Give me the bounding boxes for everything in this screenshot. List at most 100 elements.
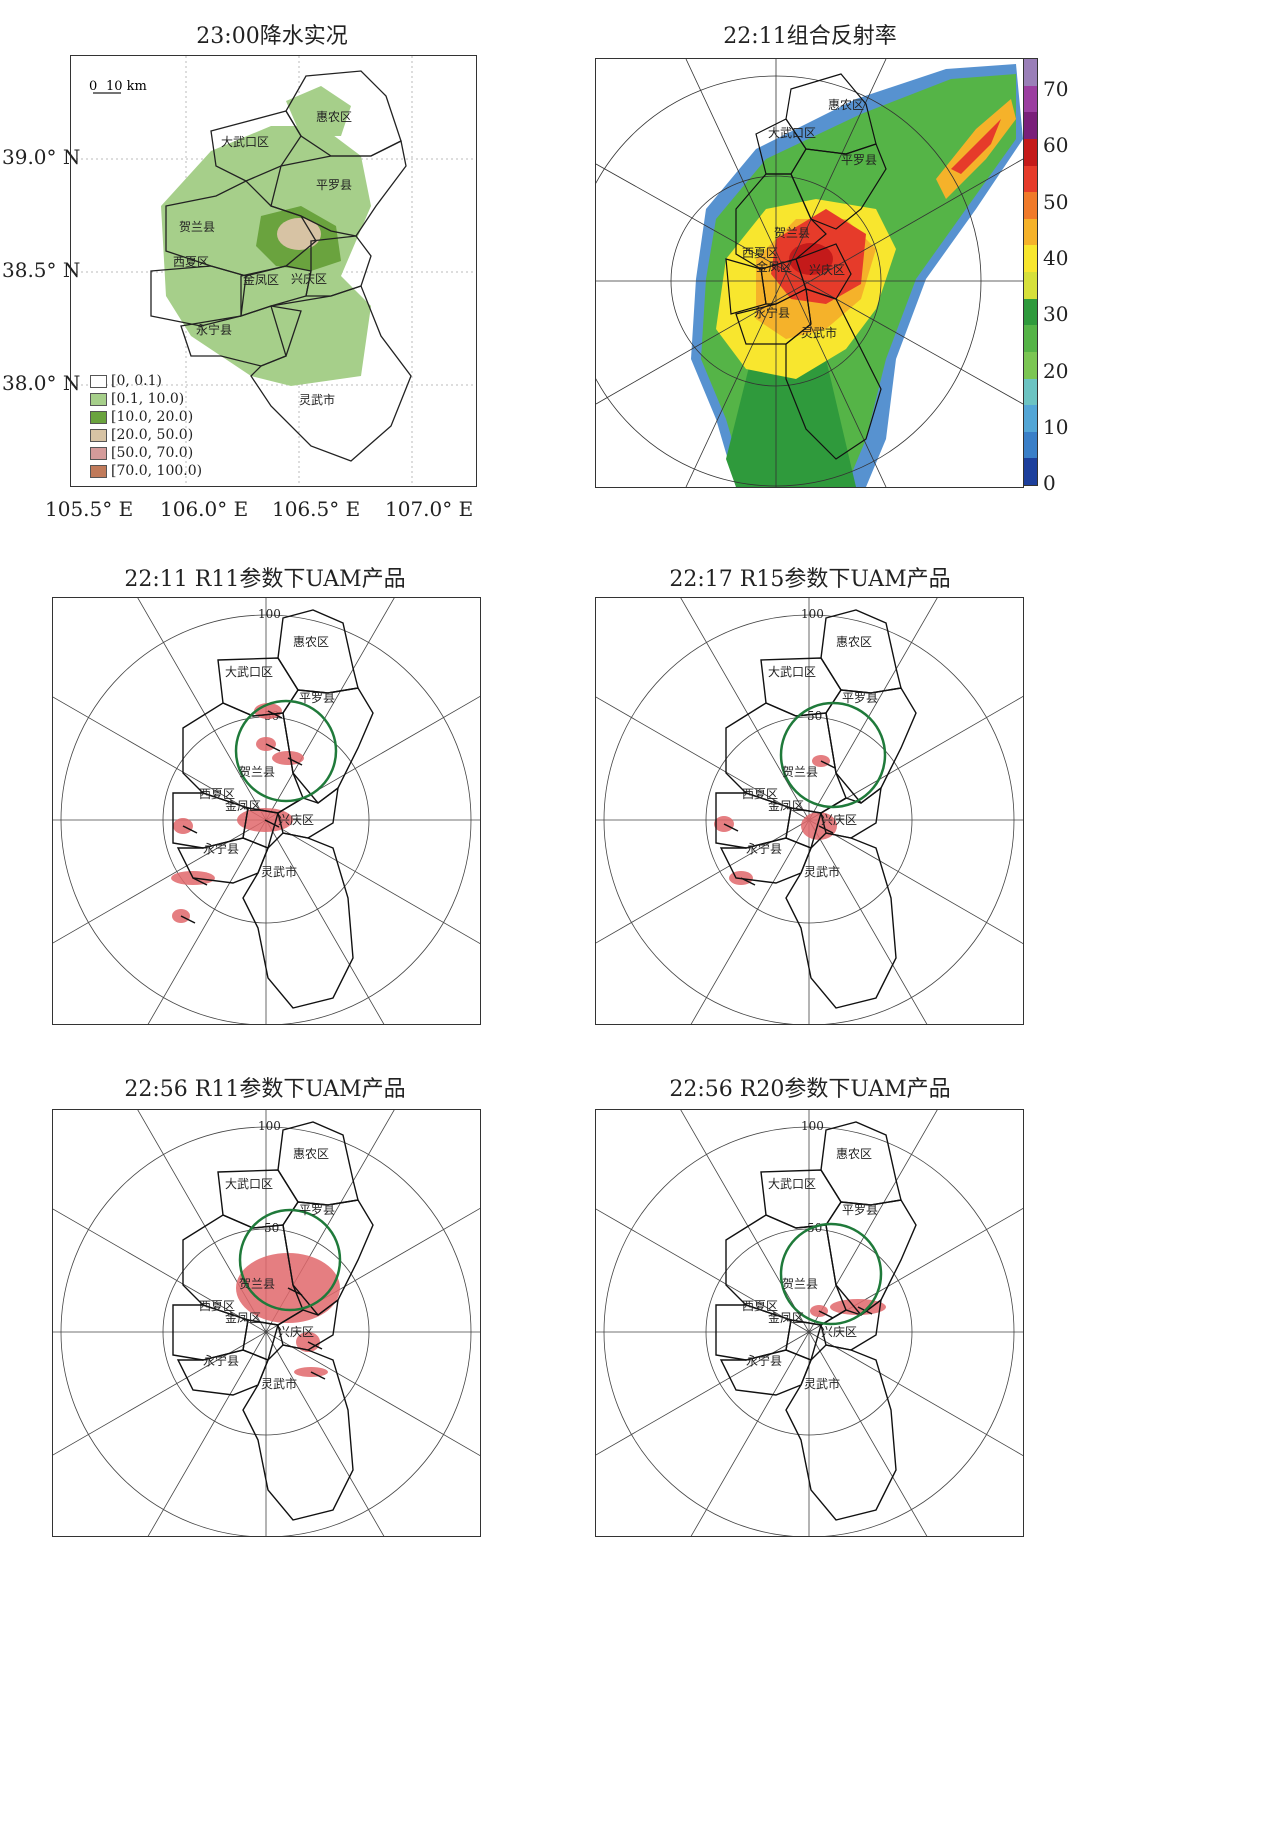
district-label: 灵武市: [261, 864, 297, 879]
uam-target-circle: [238, 1208, 342, 1312]
district-boundary: [282, 687, 374, 804]
colorbar-segment: [1024, 325, 1037, 352]
district-label: 大武口区: [225, 1177, 273, 1191]
colorbar-segment: [1024, 138, 1037, 166]
district-label: 兴庆区: [821, 813, 857, 827]
legend-item: [50.0, 70.0): [90, 444, 202, 462]
svg-text:惠农区: 惠农区: [316, 110, 352, 124]
district-label: 惠农区: [836, 1147, 872, 1161]
legend-item: [0, 0.1): [90, 372, 202, 390]
district-label: 贺兰县: [239, 765, 275, 779]
ring-label-50: 50: [264, 1221, 279, 1235]
motion-arrow: [192, 877, 208, 886]
district-label: 贺兰县: [782, 765, 818, 779]
panel3-title: 22:11 R11参数下UAM产品: [124, 567, 406, 592]
district-boundary: [277, 609, 359, 694]
cbar-tick-40: 40: [1043, 246, 1069, 270]
district-boundary: [785, 1344, 897, 1521]
district-label: 金凤区: [768, 1310, 804, 1325]
ring-label-100: 100: [258, 1119, 281, 1133]
colorbar-segment: [1024, 85, 1037, 113]
motion-arrow: [820, 760, 836, 769]
motion-arrow: [818, 1310, 834, 1319]
legend-item: [20.0, 50.0): [90, 426, 202, 444]
district-boundaries: [172, 1121, 374, 1521]
district-boundary: [242, 832, 354, 1009]
cbar-tick-10: 10: [1043, 415, 1069, 439]
svg-text:金凤区: 金凤区: [756, 259, 792, 274]
legend-label: [50.0, 70.0): [111, 445, 194, 461]
svg-text:0: 0: [89, 79, 97, 94]
legend-swatch-1: [90, 392, 107, 406]
colorbar-segment: [1024, 431, 1037, 459]
district-label: 西夏区: [199, 787, 235, 801]
colorbar-segment: [1024, 378, 1037, 406]
lon-label-107: 107.0° E: [385, 497, 474, 521]
colorbar-segment: [1024, 192, 1037, 219]
range-rings: [596, 1110, 1023, 1536]
district-label: 金凤区: [225, 1310, 261, 1325]
panel2-title: 22:11组合反射率: [723, 24, 897, 49]
svg-text:永宁县: 永宁县: [196, 322, 232, 337]
svg-text:永宁县: 永宁县: [754, 305, 790, 320]
district-label: 西夏区: [199, 1299, 235, 1313]
district-label: 灵武市: [804, 864, 840, 879]
svg-text:10 km: 10 km: [106, 79, 147, 94]
district-boundary: [825, 1199, 917, 1316]
lon-label-105-5: 105.5° E: [45, 497, 134, 521]
reflectivity-map: 惠农区 大武口区 平罗县 贺兰县 西夏区 金凤区 兴庆区 永宁县 灵武市: [596, 59, 1023, 487]
svg-text:平罗县: 平罗县: [841, 153, 877, 167]
district-boundary: [277, 1121, 359, 1206]
legend-label: [70.0, 100.0): [111, 463, 203, 479]
legend-swatch-0: [90, 374, 107, 388]
svg-text:兴庆区: 兴庆区: [809, 263, 845, 277]
svg-text:西夏区: 西夏区: [742, 246, 778, 260]
lat-label-38: 38.0° N: [2, 371, 81, 395]
panel4-title: 22:17 R15参数下UAM产品: [669, 567, 951, 592]
range-rings: [53, 1110, 480, 1536]
district-label: 平罗县: [299, 1203, 335, 1217]
ring-label-100: 100: [801, 1119, 824, 1133]
legend-swatch-5: [90, 464, 107, 478]
district-label: 平罗县: [842, 691, 878, 705]
legend-item: [70.0, 100.0): [90, 462, 202, 480]
district-boundaries: [715, 609, 917, 1009]
ring-label-50: 50: [807, 709, 822, 723]
legend-swatch-2: [90, 410, 107, 424]
svg-text:平罗县: 平罗县: [316, 178, 352, 192]
district-boundary: [820, 1121, 902, 1206]
uam-map-r15-2217: 100 50 惠农区 大武口区 平罗县 贺兰县 西夏区 金凤区 兴庆区 永宁县 灵武市: [595, 597, 1024, 1025]
district-label: 永宁县: [203, 1353, 239, 1368]
cbar-tick-70: 70: [1043, 77, 1069, 101]
district-label: 大武口区: [768, 665, 816, 679]
colorbar-segment: [1024, 245, 1037, 272]
motion-arrow: [818, 825, 834, 834]
district-label: 灵武市: [804, 1376, 840, 1391]
district-boundary: [820, 609, 902, 694]
azimuth-line: [53, 1207, 480, 1456]
district-label: 金凤区: [225, 798, 261, 813]
motion-arrow: [723, 823, 739, 832]
uam-map-r11-2256: 100 50 惠农区 大武口区 平罗县 贺兰县 西夏区 金凤区 兴庆区 永宁县 灵武市: [52, 1109, 481, 1537]
svg-text:惠农区: 惠农区: [828, 98, 864, 112]
motion-arrow: [180, 915, 196, 924]
precip-legend: [0, 0.1) [0.1, 10.0) [10.0, 20.0) [20.0,…: [90, 372, 202, 480]
lat-label-38-5: 38.5° N: [2, 258, 81, 282]
district-label: 永宁县: [746, 841, 782, 856]
colorbar-segment: [1024, 458, 1037, 485]
svg-text:大武口区: 大武口区: [768, 126, 816, 140]
district-label: 惠农区: [293, 635, 329, 649]
cbar-tick-0: 0: [1043, 471, 1056, 495]
district-label: 永宁县: [746, 1353, 782, 1368]
azimuth-line: [596, 1207, 1023, 1456]
motion-arrow: [182, 825, 198, 834]
colorbar-segment: [1024, 218, 1037, 246]
district-boundary: [785, 832, 897, 1009]
lon-label-106-5: 106.5° E: [272, 497, 361, 521]
district-label: 西夏区: [742, 1299, 778, 1313]
precip-heavy-area: [277, 218, 321, 250]
reflectivity-map-frame: 惠农区 大武口区 平罗县 贺兰县 西夏区 金凤区 兴庆区 永宁县 灵武市: [595, 58, 1024, 488]
svg-text:金凤区: 金凤区: [243, 272, 279, 287]
district-label: 贺兰县: [782, 1277, 818, 1291]
